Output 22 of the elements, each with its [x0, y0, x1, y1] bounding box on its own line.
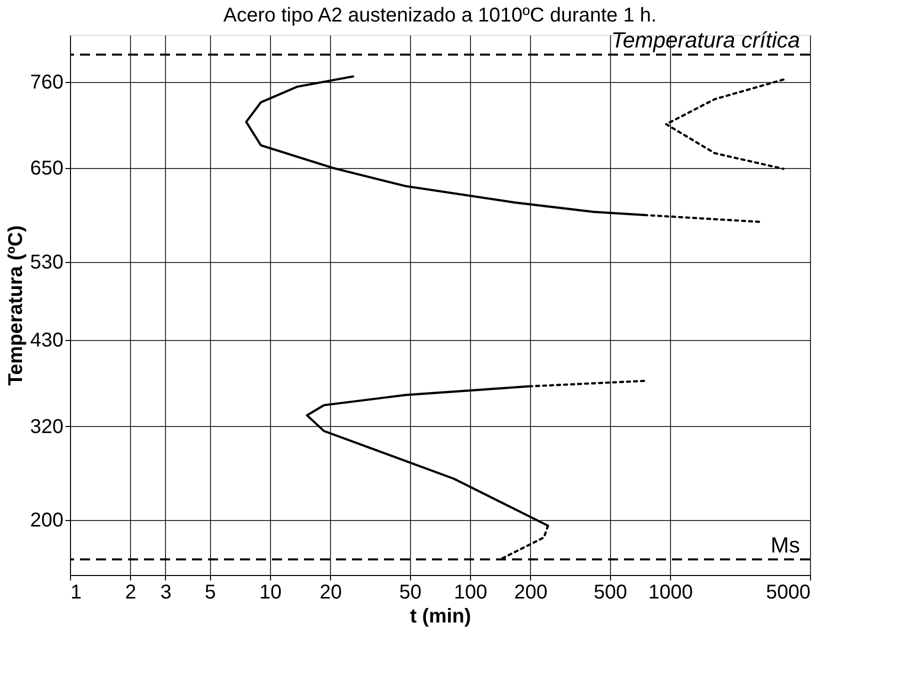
y-tick-label: 760 [30, 71, 64, 94]
y-tick-label: 200 [30, 510, 64, 532]
x-axis-title: t (min) [410, 606, 472, 628]
x-tick-label: 100 [454, 582, 488, 604]
y-tick-label: 320 [30, 416, 64, 438]
x-tick-label: 500 [594, 582, 628, 604]
x-tick-label: 5 [204, 582, 216, 604]
ref-line-label: Ms [770, 532, 800, 558]
x-tick-label: 5000 [766, 582, 810, 604]
y-tick-label: 650 [30, 158, 64, 180]
y-tick-label: 530 [30, 251, 64, 274]
x-tick-label: 50 [399, 582, 422, 604]
chart-title: Acero tipo A2 austenizado a 1010ºC durante 1 h. [223, 4, 657, 27]
y-tick-label: 430 [30, 330, 64, 352]
x-tick-label: 1 [70, 582, 82, 604]
x-tick-label: 3 [160, 582, 172, 604]
x-tick-label: 1000 [648, 582, 693, 604]
y-axis-title: Temperatura (ºC) [5, 225, 28, 386]
x-tick-label: 200 [514, 582, 548, 604]
x-tick-label: 10 [259, 582, 282, 604]
x-tick-label: 2 [125, 582, 136, 604]
x-tick-label: 20 [320, 582, 342, 604]
